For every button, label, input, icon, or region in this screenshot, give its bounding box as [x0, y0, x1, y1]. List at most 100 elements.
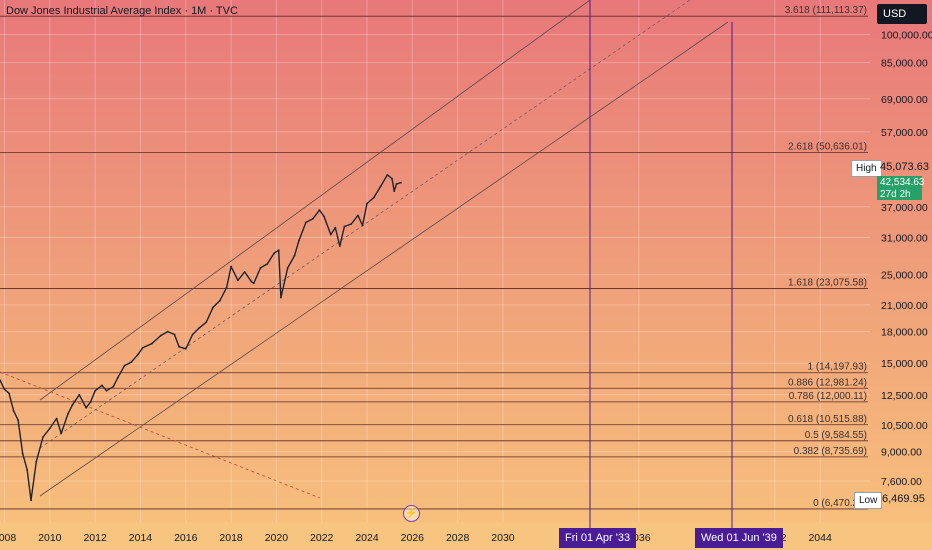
- series-point-55: [323, 215, 325, 218]
- series-point-51: [298, 239, 300, 242]
- series-point-18: [94, 389, 97, 392]
- fib-label-5: 0.786 (12,000.11): [789, 391, 867, 402]
- date-marker-badge-2039: Wed 01 Jun '39: [695, 528, 783, 548]
- series-point-44: [259, 266, 262, 269]
- x-tick-label-11: 2030: [491, 532, 515, 544]
- series-point-60: [350, 223, 353, 225]
- y-tick-label-12: 9,000.00: [881, 447, 922, 459]
- series-point-7: [30, 499, 32, 502]
- y-tick-label-8: 18,000.00: [881, 327, 928, 339]
- series-point-19: [101, 384, 103, 387]
- series-point-2: [8, 392, 10, 395]
- series-point-42: [250, 280, 253, 283]
- high-value: 45,073.63: [880, 161, 929, 173]
- y-tick-label-6: 25,000.00: [881, 270, 928, 282]
- series-point-17: [89, 400, 92, 403]
- fib-label-3: 1 (14,197.93): [808, 362, 868, 373]
- series-point-28: [159, 334, 162, 337]
- series-point-40: [236, 279, 239, 282]
- series-point-1: [3, 388, 6, 391]
- y-tick-label-2: 69,000.00: [881, 94, 928, 106]
- fib-label-2: 1.618 (23,075.58): [788, 278, 867, 289]
- y-tick-label-7: 21,000.00: [881, 300, 928, 312]
- series-point-46: [273, 252, 276, 255]
- series-point-63: [366, 202, 368, 205]
- series-point-33: [191, 333, 194, 336]
- price-axis[interactable]: 100,000.00 85,000.00 69,000.00 57,000.00 37,…: [881, 29, 932, 488]
- chart-title: Dow Jones Industrial Average Index · 1M …: [6, 5, 238, 17]
- lightning-icon[interactable]: ⚡: [403, 505, 420, 522]
- series-point-10: [48, 427, 51, 430]
- candle-countdown: 27d 2h: [880, 189, 911, 200]
- series-point-47: [277, 249, 280, 252]
- series-point-67: [391, 177, 393, 180]
- x-tick-label-4: 2016: [174, 532, 198, 544]
- x-tick-label-1: 2010: [38, 532, 62, 544]
- series-point-69: [395, 183, 398, 185]
- series-point-13: [67, 412, 69, 415]
- y-tick-label-11: 10,500.00: [881, 420, 928, 432]
- series-point-36: [212, 306, 214, 309]
- series-point-30: [173, 333, 176, 336]
- x-tick-label-5: 2018: [219, 532, 243, 544]
- series-point-64: [372, 196, 375, 199]
- fib-label-9: 0 (6,470.21): [813, 498, 867, 509]
- channel-lower-line: [39, 21, 729, 497]
- series-point-29: [166, 330, 169, 333]
- x-tick-label-7: 2022: [310, 532, 334, 544]
- x-tick-label-9: 2026: [401, 532, 425, 544]
- series-point-9: [42, 436, 44, 438]
- series-point-66: [386, 173, 389, 176]
- x-tick-label-8: 2024: [355, 532, 379, 544]
- series-point-25: [137, 353, 140, 356]
- series-point-4: [17, 419, 20, 422]
- series-point-50: [293, 254, 296, 257]
- y-tick-label-4: 37,000.00: [881, 202, 928, 214]
- price-series: [0, 173, 402, 502]
- y-tick-label-1: 85,000.00: [881, 58, 928, 70]
- y-tick-label-10: 12,500.00: [881, 390, 928, 402]
- low-value: 6,469.95: [882, 493, 925, 505]
- high-label: High: [851, 160, 882, 177]
- series-point-20: [105, 389, 108, 392]
- fib-label-7: 0.5 (9,584.55): [805, 430, 867, 441]
- y-tick-label-5: 31,000.00: [881, 232, 928, 244]
- series-point-62: [361, 224, 364, 227]
- fib-label-6: 0.618 (10,515.88): [788, 414, 867, 425]
- series-point-31: [178, 345, 180, 348]
- series-point-49: [286, 266, 289, 269]
- series-point-37: [218, 299, 221, 302]
- series-point-21: [112, 385, 115, 388]
- series-point-45: [266, 263, 269, 265]
- low-label: Low: [854, 492, 883, 509]
- series-point-53: [311, 217, 314, 220]
- series-point-32: [184, 347, 187, 350]
- current-price-badge: 42,534.63 27d 2h: [877, 176, 925, 200]
- x-tick-label-14: 2044: [808, 532, 832, 544]
- series-point-41: [243, 271, 246, 273]
- channel-upper-line: [39, 0, 591, 401]
- y-tick-label-9: 15,000.00: [881, 358, 928, 370]
- series-point-26: [141, 346, 144, 349]
- series-point-6: [26, 469, 29, 471]
- y-tick-label-0: 100,000.00: [881, 29, 932, 41]
- series-point-34: [198, 326, 201, 329]
- currency-button[interactable]: USD: [877, 4, 927, 24]
- series-point-65: [379, 185, 382, 188]
- series-point-22: [116, 376, 119, 379]
- series-point-56: [329, 233, 332, 236]
- x-tick-label-3: 2014: [129, 532, 153, 544]
- y-tick-label-3: 57,000.00: [881, 127, 928, 139]
- series-point-0: [0, 379, 1, 382]
- series-point-54: [318, 209, 321, 211]
- x-tick-label-0: 2008: [0, 532, 16, 544]
- series-point-16: [85, 406, 87, 409]
- series-point-5: [21, 452, 24, 455]
- x-tick-label-2: 2012: [83, 532, 107, 544]
- fib-label-1: 2.618 (50,636.01): [788, 141, 867, 152]
- series-point-39: [230, 265, 232, 268]
- series-point-38: [225, 286, 228, 289]
